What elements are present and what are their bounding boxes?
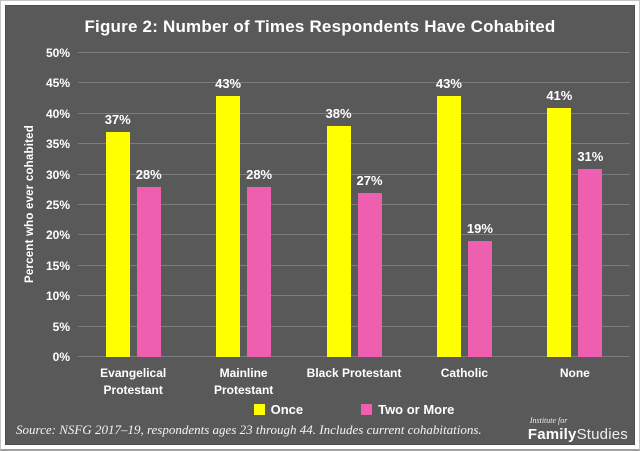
y-tick-label: 20%: [45, 228, 70, 243]
y-tick-label: 30%: [45, 167, 70, 182]
bar-value-label: 41%: [546, 87, 573, 103]
y-tick-label: 0%: [52, 350, 70, 364]
bar-value-label: 38%: [325, 105, 352, 121]
y-tick-label: 40%: [45, 106, 70, 121]
ifs-logo-family-studies: FamilyStudies: [527, 426, 628, 443]
source-note: Source: NSFG 2017–19, respondents ages 2…: [16, 422, 482, 437]
category-label-none: None: [559, 366, 590, 380]
bar-group-mainline-protestant: 43% 28%: [188, 53, 298, 357]
gridline: [78, 112, 630, 114]
gridline: [78, 264, 630, 266]
ifs-logo: Institute for FamilyStudies: [527, 416, 628, 443]
category-label-mainline-protestant: Mainline Protestant: [213, 366, 274, 397]
bar-value-label: 28%: [135, 166, 162, 182]
bar-two-or-more-none: 31%: [577, 149, 603, 357]
bar-group-evangelical-protestant: 37% 28%: [78, 53, 188, 357]
bar-value-label: 27%: [356, 172, 383, 188]
category-label-black-protestant: Black Protestant: [306, 366, 402, 380]
gridline: [78, 173, 630, 175]
gridline: [78, 356, 630, 357]
bar-value-label: 31%: [577, 148, 604, 164]
bar-once-black-protestant: 38%: [326, 106, 352, 357]
bar-two-or-more-evangelical-protestant: 28%: [136, 167, 162, 357]
legend-swatch-once: [253, 404, 265, 415]
bar-two-or-more-catholic: 19%: [467, 221, 493, 357]
bar-value-label: 28%: [246, 166, 273, 182]
category-label-catholic: Catholic: [440, 366, 489, 380]
legend-label: Two or More: [378, 402, 455, 417]
gridline: [78, 325, 630, 327]
bar-two-or-more-mainline-protestant: 28%: [246, 167, 272, 357]
bar-once-mainline-protestant: 43%: [215, 76, 241, 357]
y-tick-label: 25%: [45, 198, 70, 212]
y-tick-label: 45%: [45, 76, 70, 91]
bar-two-or-more-black-protestant: 27%: [357, 173, 383, 357]
y-tick-label: 10%: [45, 289, 70, 304]
y-axis-tick-labels: 0% 5% 10% 15% 20% 25% 30% 35% 40% 45% 50%: [6, 47, 70, 363]
chart-canvas: Figure 2: Number of Times Respondents Ha…: [5, 5, 635, 445]
bar-value-label: 43%: [215, 75, 242, 91]
bar-once-evangelical-protestant: 37%: [105, 112, 131, 357]
bar-once-none: 41%: [546, 88, 572, 357]
legend-label: Once: [270, 402, 304, 417]
bar-value-label: 37%: [104, 112, 131, 128]
gridline: [78, 234, 630, 236]
x-axis-labels: Evangelical Protestant Mainline Protestan…: [78, 365, 630, 399]
bar-value-label: 19%: [466, 221, 493, 237]
legend-swatch-two-or-more: [361, 404, 373, 415]
legend: Once Two or More: [78, 402, 630, 417]
bar-group-none: 41% 31%: [520, 53, 630, 357]
bar-group-black-protestant: 38% 27%: [299, 53, 409, 357]
gridline: [78, 204, 630, 205]
legend-item-two-or-more: Two or More: [361, 402, 454, 417]
y-tick-label: 35%: [45, 137, 70, 152]
bar-groups: 37% 28% 43% 28% 38% 27% 43% 19% 41% 31%: [78, 53, 630, 357]
y-tick-label: 5%: [52, 319, 70, 334]
gridline: [78, 52, 630, 53]
gridline: [78, 143, 630, 145]
bar-value-label: 43%: [435, 75, 462, 91]
footer: Source: NSFG 2017–19, respondents ages 2…: [16, 416, 628, 443]
legend-item-once: Once: [253, 402, 304, 417]
bar-group-catholic: 43% 19%: [409, 53, 519, 357]
chart-title: Figure 2: Number of Times Respondents Ha…: [84, 17, 556, 36]
plot-area: 37% 28% 43% 28% 38% 27% 43% 19% 41% 31%: [78, 52, 630, 357]
gridline: [78, 295, 630, 297]
y-tick-label: 15%: [45, 258, 70, 273]
y-tick-label: 50%: [45, 46, 70, 60]
gridline: [78, 82, 630, 84]
bar-once-catholic: 43%: [436, 76, 462, 357]
ifs-logo-institute-for: Institute for: [529, 416, 568, 425]
category-label-evangelical-protestant: Evangelical Protestant: [100, 366, 167, 397]
